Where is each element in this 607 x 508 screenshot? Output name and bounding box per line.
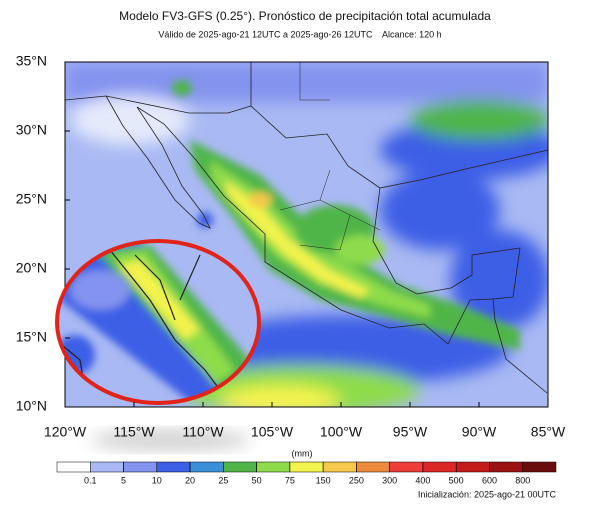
- footer-note: Inicialización: 2025-ago-21 00UTC: [418, 489, 557, 499]
- colorbar-swatch: [123, 461, 158, 473]
- colorbar-tick-label: 150: [316, 475, 331, 485]
- colorbar-swatch: [389, 461, 424, 473]
- colorbar-swatch: [90, 461, 124, 473]
- x-tick-label: 115°W: [113, 424, 155, 440]
- colorbar-tick-label: 20: [185, 475, 195, 485]
- colorbar-tick-label: 250: [349, 475, 364, 485]
- colorbar-swatch: [489, 461, 523, 473]
- colorbar-swatch: [289, 461, 324, 473]
- x-tick-label: 100°W: [320, 424, 363, 440]
- colorbar-swatch: [455, 461, 490, 473]
- x-tick-label: 85°W: [531, 424, 566, 440]
- chart-subtitle: Válido de 2025-ago-21 12UTC a 2025-ago-2…: [158, 29, 441, 39]
- y-tick-label: 20°N: [16, 260, 47, 276]
- y-tick-label: 30°N: [16, 122, 47, 138]
- y-tick-label: 15°N: [16, 329, 47, 345]
- x-tick-label: 120°W: [44, 424, 87, 440]
- colorbar-tick-label: 0.1: [84, 475, 97, 485]
- colorbar: 0.1 5 10 20 25 50 75 150 250 300 400 500 600 800: [56, 461, 557, 485]
- colorbar-tick-label: 5: [121, 475, 126, 485]
- colorbar-swatch: [56, 461, 91, 473]
- colorbar-swatch: [156, 461, 191, 473]
- x-tick-label: 105°W: [251, 424, 294, 440]
- map-frame: [64, 61, 549, 408]
- colorbar-swatch: [223, 461, 257, 473]
- colorbar-swatch: [422, 461, 457, 473]
- colorbar-tick-label: 10: [152, 475, 162, 485]
- colorbar-swatch: [322, 461, 357, 473]
- colorbar-tick-label: 50: [252, 475, 262, 485]
- y-tick-label: 35°N: [16, 53, 47, 69]
- colorbar-tick-label: 75: [285, 475, 295, 485]
- colorbar-label: (mm): [292, 448, 313, 458]
- zoom-inset: [55, 239, 261, 452]
- colorbar-tick-label: 800: [515, 475, 530, 485]
- y-tick-label: 10°N: [16, 398, 47, 414]
- colorbar-swatch: [356, 461, 390, 473]
- x-tick-label: 90°W: [462, 424, 497, 440]
- colorbar-tick-label: 600: [482, 475, 497, 485]
- colorbar-tick-label: 300: [382, 475, 397, 485]
- x-tick-label: 110°W: [182, 424, 224, 440]
- colorbar-tick-label: 500: [449, 475, 464, 485]
- map-field: [65, 62, 548, 407]
- colorbar-tick-label: 25: [218, 475, 228, 485]
- colorbar-tick-label: 400: [415, 475, 430, 485]
- x-tick-label: 95°W: [393, 424, 428, 440]
- colorbar-swatch: [189, 461, 224, 473]
- colorbar-swatch: [256, 461, 291, 473]
- colorbar-swatch: [522, 461, 557, 473]
- chart-title: Modelo FV3-GFS (0.25°). Pronóstico de pr…: [119, 9, 491, 23]
- y-tick-label: 25°N: [16, 191, 47, 207]
